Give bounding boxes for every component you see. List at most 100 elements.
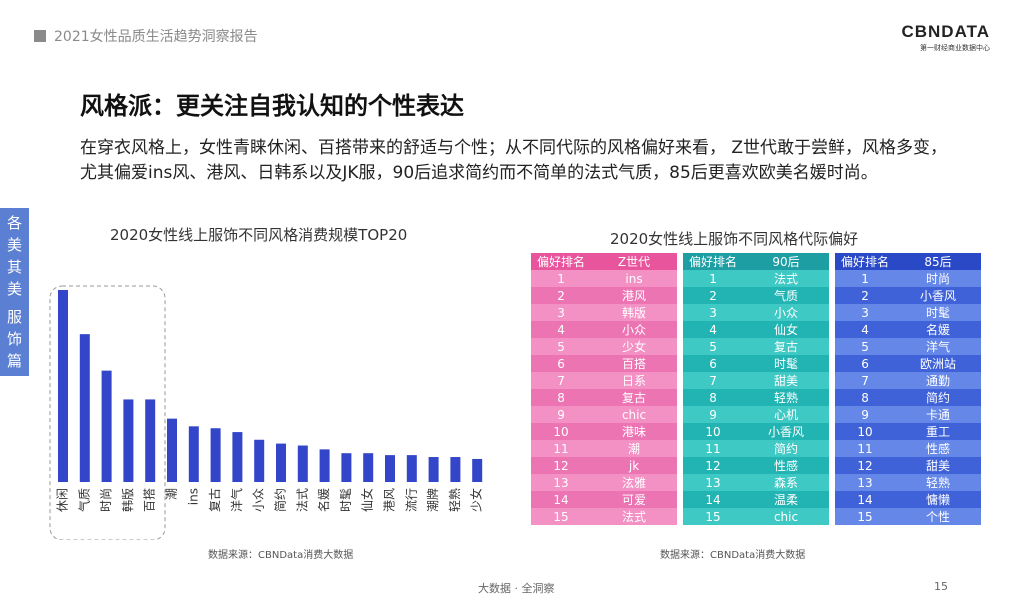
table-row: 13 泫雅 [531, 474, 678, 491]
rank-cell: 12 [857, 458, 873, 473]
rank-header: 偏好排名 [537, 255, 586, 269]
table-row: 9 心机 [683, 406, 830, 423]
bar-休闲 [58, 290, 68, 482]
rank-cell: 7 [709, 373, 717, 388]
bar-label-潮: 潮 [164, 488, 179, 500]
rank-cell: 15 [705, 509, 721, 524]
rank-cell: 2 [557, 288, 565, 303]
rank-cell: 6 [709, 356, 717, 371]
table-row: 13 轻熟 [835, 474, 982, 491]
bar-label-仙女: 仙女 [360, 488, 375, 512]
rank-cell: 14 [857, 492, 873, 507]
side-tab-char: 美 [6, 236, 22, 254]
bar-label-港风: 港风 [383, 488, 397, 512]
rank-cell: 12 [553, 458, 569, 473]
bar-百搭 [145, 399, 156, 482]
style-cell: 小香风 [920, 289, 957, 303]
rank-cell: 11 [705, 441, 721, 456]
style-cell: chic [773, 509, 799, 524]
style-cell: 甜美 [926, 459, 951, 473]
bar-label-少女: 少女 [469, 488, 484, 512]
side-tab-char: 其 [6, 258, 22, 276]
footer-tagline: 大数据 · 全洞察 [478, 582, 555, 595]
generation-header: Z世代 [617, 255, 651, 269]
table-row: 6 百搭 [531, 355, 678, 372]
generation-preference-tables: 偏好排名 Z世代 1 ins 2 港风 3 韩版 4 小众 5 少女 6 百搭 7 日系 8 复古 9 chic 10 港… [531, 253, 987, 525]
side-tab-char: 服 [6, 308, 22, 326]
style-cell: 潮 [628, 442, 641, 456]
style-cell: 港味 [622, 425, 647, 439]
style-cell: 温柔 [774, 493, 799, 507]
table-row: 12 性感 [683, 457, 830, 474]
table-row: 10 港味 [531, 423, 678, 440]
style-cell: 名媛 [926, 323, 951, 337]
side-tab-char: 饰 [6, 330, 22, 348]
report-header: 2021女性品质生活趋势洞察报告 [34, 26, 258, 46]
table-row: 6 欧洲站 [835, 355, 982, 372]
bar-chart-title: 2020女性线上服饰不同风格消费规模TOP20 [110, 226, 408, 244]
table-header-row: 偏好排名 85后 [835, 253, 982, 270]
table-chart-source: 数据来源：CBNData消费大数据 [660, 550, 806, 561]
bar-潮牌 [428, 457, 439, 482]
rank-cell: 11 [553, 441, 569, 456]
style-cell: 通勤 [926, 374, 951, 388]
style-cell: 甜美 [774, 374, 799, 388]
style-cell: 小众 [774, 306, 799, 320]
rank-cell: 13 [553, 475, 569, 490]
rank-cell: 15 [553, 509, 569, 524]
style-cell: 仙女 [774, 323, 799, 337]
table-row: 15 法式 [531, 508, 678, 525]
cbndata-logo: CBNDATA 第一财经商业数据中心 [901, 22, 990, 53]
style-cell: 气质 [774, 289, 799, 303]
bar-label-洋气: 洋气 [229, 488, 244, 512]
table-row: 7 甜美 [683, 372, 830, 389]
bar-label-时髦: 时髦 [339, 488, 353, 512]
slide-intro: 在穿衣风格上，女性青睐休闲、百搭带来的舒适与个性；从不同代际的风格偏好来看， Z… [80, 138, 948, 183]
slide-heading: 风格派：更关注自我认知的个性表达 [80, 92, 464, 120]
style-cell: 法式 [622, 510, 647, 524]
bar-label-流行: 流行 [404, 488, 418, 512]
table-header-row: 偏好排名 Z世代 [531, 253, 678, 270]
table-row: 9 chic [531, 406, 678, 423]
rank-cell: 8 [861, 390, 869, 405]
table-row: 4 仙女 [683, 321, 830, 338]
table-row: 3 韩版 [531, 304, 678, 321]
style-cell: 法式 [774, 272, 799, 286]
bar-流行 [406, 455, 417, 482]
rank-cell: 2 [861, 288, 869, 303]
table-row: 1 法式 [683, 270, 830, 287]
style-cell: 可爱 [622, 493, 647, 507]
table-chart-title: 2020女性线上服饰不同风格代际偏好 [610, 230, 859, 248]
table-row: 8 简约 [835, 389, 982, 406]
rank-cell: 9 [709, 407, 717, 422]
style-spending-bar-chart: 休闲 气质 时尚 韩版 百搭潮 ins 复古 洋气 小众 简约 法式 名媛 时髦 仙女 港风 流行 潮牌 轻熟 少女 [49, 285, 484, 540]
table-row: 6 时髦 [683, 355, 830, 372]
table-row: 10 小香风 [683, 423, 830, 440]
side-tab-gemeiqimei[interactable]: 各 美 其 美 [0, 208, 29, 304]
style-cell: 复古 [622, 391, 647, 405]
rank-cell: 9 [861, 407, 869, 422]
bar-label-简约: 简约 [273, 488, 288, 512]
rank-cell: 7 [557, 373, 565, 388]
bar-chart-source: 数据来源：CBNData消费大数据 [208, 550, 354, 561]
table-row: 11 性感 [835, 440, 982, 457]
style-cell: 洋气 [926, 340, 951, 354]
rank-cell: 5 [557, 339, 565, 354]
style-cell: 韩版 [622, 306, 647, 320]
table-row: 15 chic [683, 508, 830, 525]
style-cell: 心机 [774, 408, 799, 422]
table-row: 13 森系 [683, 474, 830, 491]
rank-table-0: 偏好排名 Z世代 1 ins 2 港风 3 韩版 4 小众 5 少女 6 百搭 7 日系 8 复古 9 chic 10 港… [531, 253, 678, 525]
table-row: 8 复古 [531, 389, 678, 406]
style-cell: 个性 [926, 510, 951, 524]
bar-label-潮牌: 潮牌 [425, 488, 440, 512]
table-header-row: 偏好排名 90后 [683, 253, 830, 270]
style-cell: 港风 [622, 289, 647, 303]
rank-cell: 1 [557, 271, 565, 286]
side-tab-fushipian[interactable]: 服 饰 篇 [0, 302, 29, 376]
bar-label-时尚: 时尚 [99, 488, 113, 512]
rank-cell: 15 [857, 509, 873, 524]
rank-cell: 14 [705, 492, 721, 507]
table-row: 14 温柔 [683, 491, 830, 508]
rank-cell: 2 [709, 288, 717, 303]
